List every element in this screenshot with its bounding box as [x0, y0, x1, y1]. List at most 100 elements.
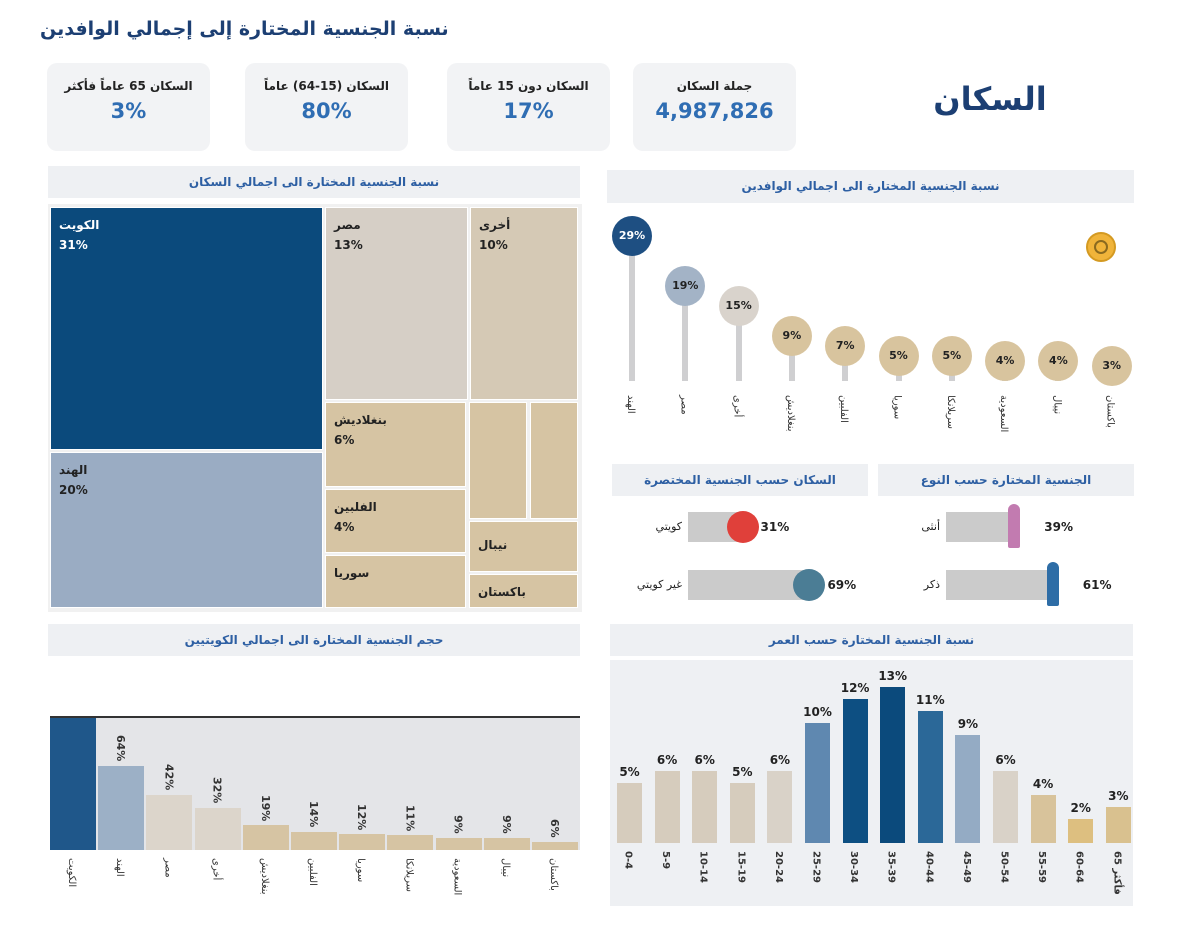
bar-value-label: 14% — [307, 801, 320, 828]
x-tick-label: نيبال — [499, 858, 511, 878]
age-chart-header: نسبة الجنسية المختارة حسب العمر — [610, 624, 1133, 656]
lollipop-bubble: 3% — [1091, 346, 1132, 386]
lollipop-stem — [629, 236, 635, 381]
treemap-cell-name: باكستان — [478, 585, 526, 599]
treemap-cell: الفلبين 4% — [325, 489, 466, 553]
lollipop-bubble: 4% — [1038, 341, 1079, 381]
x-tick-label: الفلبين — [307, 858, 318, 886]
treemap-cell-name: مصر — [334, 218, 361, 232]
gender-header: الجنسية المختارة حسب النوع — [878, 464, 1134, 496]
kuwaiti-bar-chart: الكويت 64% الهند 42% مصر 32% أخرى 19% بنغلاديش 14… — [48, 660, 582, 920]
lollipop-axis-label: أخرى — [731, 395, 743, 418]
lollipop-stem — [682, 286, 689, 381]
treemap-cell: بنغلاديش 6% — [325, 402, 466, 487]
by_gender-row-label: ذكر — [923, 578, 940, 591]
treemap-cell-name: بنغلاديش — [334, 413, 387, 427]
bar-value-label: 2% — [1070, 801, 1091, 815]
bar-value-label: 6% — [548, 819, 561, 839]
bar — [291, 831, 337, 850]
bar-value-label: 11% — [915, 693, 945, 707]
female-icon — [1008, 504, 1021, 548]
gender-chart: أنثى 39% ذكر 61% — [870, 500, 1140, 610]
bar-value-label: 6% — [769, 753, 791, 767]
bar — [729, 783, 755, 843]
treemap-cell-name: سوريا — [334, 566, 370, 580]
lollipop-stem — [788, 336, 795, 381]
x-tick-label: مصر — [162, 858, 174, 878]
target-icon — [1086, 232, 1116, 262]
lollipop-axis-label: السعودية — [998, 395, 1010, 433]
lollipop-bubble: 19% — [665, 266, 706, 306]
kpi-value: 3% — [110, 99, 147, 123]
x-tick-label: 60-64 — [1073, 851, 1085, 883]
bar-value-label: 64% — [114, 735, 128, 762]
treemap-cell-name: الكويت — [59, 218, 100, 232]
bar-value-label: 12% — [355, 803, 369, 831]
citizenship-header: السكان حسب الجنسية المختصرة — [612, 464, 868, 496]
by_gender-value: 39% — [1044, 520, 1073, 534]
bar-value-label: 4% — [1032, 777, 1054, 791]
kuwaiti-chart-header: حجم الجنسية المختارة الى اجمالي الكويتيي… — [48, 624, 580, 656]
bar-value-label: 6% — [656, 753, 678, 767]
lollipop-bubble: 9% — [771, 316, 812, 356]
bar — [435, 838, 482, 850]
bar — [146, 794, 193, 850]
treemap-cell: نيبال — [469, 521, 578, 572]
treemap-cell-value: 6% — [334, 433, 355, 447]
x-tick-label: 0-4 — [622, 851, 634, 870]
x-tick-label: 65 فأكثر — [1111, 851, 1123, 895]
by_citizenship-people-icon — [793, 569, 826, 601]
lollipop-axis-label: سوريا — [891, 395, 903, 420]
lollipop-axis-label: مصر — [678, 395, 690, 415]
bar — [955, 735, 981, 843]
bar — [532, 842, 578, 850]
bar-value-label: 12% — [840, 681, 870, 695]
x-tick-label: السعودية — [451, 858, 463, 896]
treemap-cell: الهند 20% — [50, 452, 323, 608]
x-tick-label: 35-39 — [885, 851, 897, 883]
treemap-cell: الكويت 31% — [50, 207, 323, 450]
treemap-cell-value: 4% — [334, 520, 355, 534]
kpi-value: 80% — [301, 99, 352, 123]
bar — [98, 765, 145, 850]
kpi-label: جملة السكان — [676, 79, 753, 93]
lollipop-axis-label: الهند — [625, 395, 636, 414]
by_citizenship-row-label: غير كويتي — [636, 578, 682, 591]
lollipop-bubble: 4% — [985, 341, 1026, 381]
treemap-cell-name: الهند — [59, 463, 88, 477]
lollipop-axis-label: بنغلاديش — [784, 395, 796, 432]
by_citizenship-value: 69% — [827, 578, 857, 592]
treemap-cell-value: 20% — [59, 483, 88, 497]
bar — [50, 718, 96, 850]
bar-value-label: 9% — [957, 717, 979, 731]
treemap-header: نسبة الجنسية المختارة الى اجمالي السكان — [48, 166, 580, 198]
x-tick-label: 15-19 — [735, 851, 747, 883]
by_gender-bar — [946, 512, 1015, 542]
treemap-cell: مصر 13% — [325, 207, 468, 400]
bar — [842, 699, 868, 843]
treemap-cell-value: 10% — [479, 238, 508, 252]
treemap-cell — [530, 402, 578, 519]
x-tick-label: 20-24 — [772, 851, 784, 883]
by_gender-bar — [946, 570, 1053, 600]
x-tick-label: 50-54 — [998, 851, 1010, 883]
treemap-cell: سوريا — [325, 555, 466, 608]
bar — [993, 771, 1018, 843]
lollipop-bubble: 5% — [931, 336, 972, 376]
x-tick-label: الهند — [114, 858, 126, 877]
bar-value-label: 6% — [694, 753, 715, 767]
kpi-card-under-15: السكان دون 15 عاماً 17% — [447, 63, 610, 151]
treemap-cell: أخرى 10% — [470, 207, 578, 400]
treemap-cell-name: نيبال — [478, 538, 508, 552]
bar — [483, 838, 530, 850]
x-tick-label: بنغلاديش — [258, 858, 270, 895]
page-title: نسبة الجنسية المختارة إلى إجمالي الوافدي… — [40, 18, 449, 40]
x-tick-label: 5-9 — [660, 851, 672, 870]
bar — [692, 771, 718, 843]
by_citizenship-people-icon — [726, 511, 759, 543]
lollipop-bubble: 15% — [718, 286, 759, 326]
bar-value-label: 9% — [499, 815, 513, 835]
treemap-cell-value: 13% — [334, 238, 363, 252]
by_gender-value: 61% — [1082, 578, 1112, 592]
lollipop-axis-label: باكستان — [1104, 395, 1116, 428]
